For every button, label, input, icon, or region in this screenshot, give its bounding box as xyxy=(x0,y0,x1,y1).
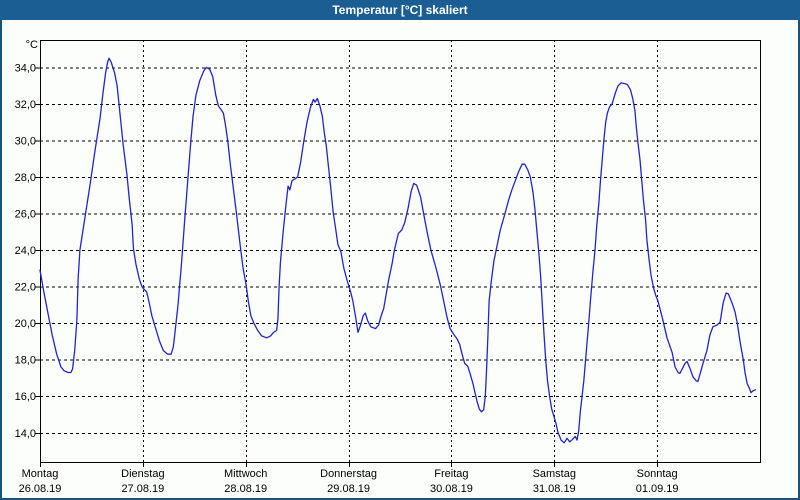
x-axis-labels: Montag 26.08.19 Dienstag 27.08.19 Mittwoch 28… xyxy=(19,468,679,495)
axis-ticks xyxy=(35,67,658,467)
y-tick-label: 16,0 xyxy=(15,391,36,403)
x-date-label: 30.08.19 xyxy=(430,483,473,495)
x-date-label: 01.09.19 xyxy=(636,483,679,495)
y-tick-label: 32,0 xyxy=(15,99,36,111)
temperature-line-chart: °C 34,0 32,0 30,0 28,0 26,0 24,0 22,0 20,0 18,0 16… xyxy=(15,39,761,495)
x-day-label: Mittwoch xyxy=(224,468,267,480)
plot-border xyxy=(40,40,761,463)
temperature-curve xyxy=(39,57,756,444)
x-day-label: Freitag xyxy=(434,468,468,480)
x-day-label: Montag xyxy=(22,468,59,480)
x-date-label: 29.08.19 xyxy=(327,483,370,495)
y-tick-label: 18,0 xyxy=(15,355,36,367)
y-tick-label: 22,0 xyxy=(15,282,36,294)
x-date-label: 26.08.19 xyxy=(19,483,62,495)
x-date-label: 27.08.19 xyxy=(121,483,164,495)
x-day-label: Sonntag xyxy=(637,468,678,480)
y-tick-label: 28,0 xyxy=(15,172,36,184)
chart-area: °C 34,0 32,0 30,0 28,0 26,0 24,0 22,0 20,0 18,0 16… xyxy=(0,20,800,500)
y-tick-label: 30,0 xyxy=(15,135,36,147)
y-axis-labels: °C 34,0 32,0 30,0 28,0 26,0 24,0 22,0 20,0 18,0 16… xyxy=(15,39,38,440)
y-tick-label: 20,0 xyxy=(15,318,36,330)
x-date-label: 31.08.19 xyxy=(533,483,576,495)
x-day-label: Donnerstag xyxy=(320,468,377,480)
title-bar: Temperatur [°C] skaliert xyxy=(0,0,800,20)
y-tick-label: 34,0 xyxy=(15,62,36,74)
y-axis-unit-label: °C xyxy=(26,39,38,51)
y-tick-label: 14,0 xyxy=(15,428,36,440)
x-day-label: Dienstag xyxy=(121,468,164,480)
gridlines xyxy=(40,40,760,462)
x-date-label: 28.08.19 xyxy=(224,483,267,495)
window-title: Temperatur [°C] skaliert xyxy=(332,3,468,17)
y-tick-label: 24,0 xyxy=(15,245,36,257)
x-day-label: Samstag xyxy=(533,468,576,480)
y-tick-label: 26,0 xyxy=(15,209,36,221)
